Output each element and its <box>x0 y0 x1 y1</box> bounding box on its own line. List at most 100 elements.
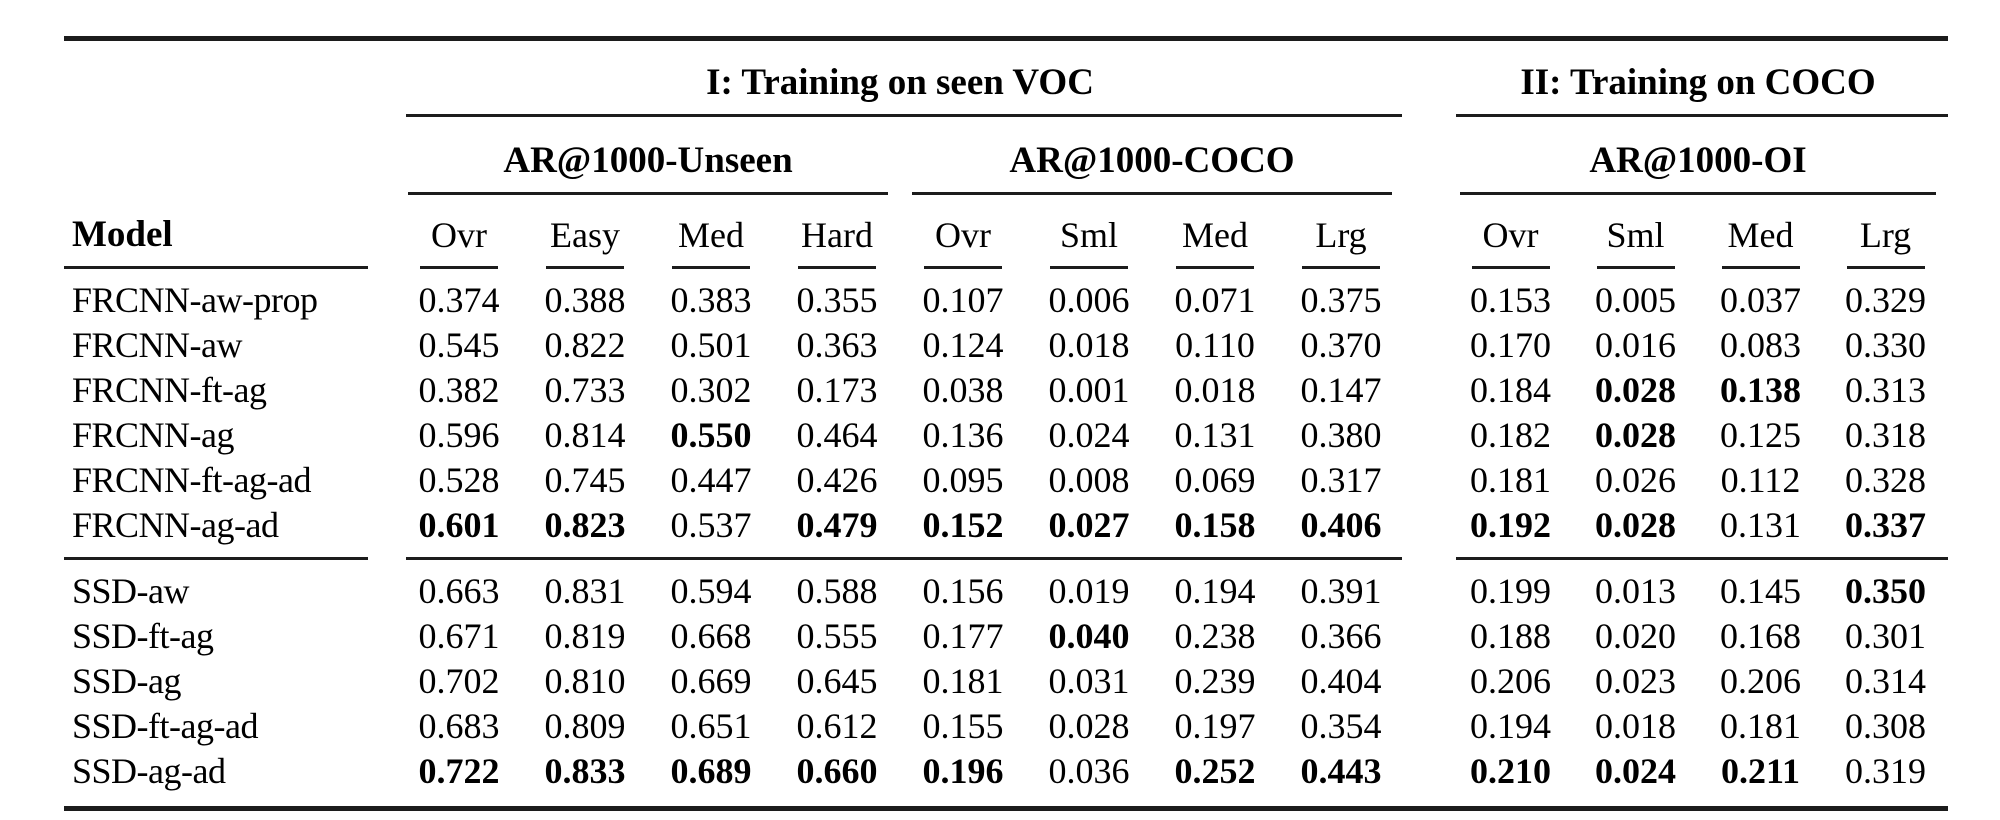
model-name-cell: FRCNN-aw-prop <box>72 280 318 320</box>
value-cell: 0.355 <box>796 280 878 320</box>
column-header-coco-lrg: Lrg <box>1315 215 1367 255</box>
value-cell: 0.013 <box>1595 571 1676 611</box>
column-header-coco-med: Med <box>1182 215 1248 255</box>
top-rule <box>64 36 1948 41</box>
model-name-cell: SSD-ag-ad <box>72 751 226 791</box>
value-cell: 0.211 <box>1720 751 1800 791</box>
column-rule <box>1176 266 1254 269</box>
value-cell: 0.683 <box>418 706 500 746</box>
value-cell: 0.182 <box>1470 415 1551 455</box>
value-cell: 0.083 <box>1720 325 1801 365</box>
value-cell: 0.588 <box>796 571 878 611</box>
column-rule <box>1596 266 1675 269</box>
value-cell: 0.136 <box>922 415 1004 455</box>
value-cell: 0.181 <box>1470 460 1551 500</box>
value-cell: 0.745 <box>544 460 626 500</box>
column-header-coco-ovr: Ovr <box>935 215 991 255</box>
value-cell: 0.199 <box>1470 571 1551 611</box>
value-cell: 0.810 <box>544 661 626 701</box>
value-cell: 0.110 <box>1175 325 1255 365</box>
value-cell: 0.168 <box>1720 616 1801 656</box>
value-cell: 0.181 <box>1720 706 1801 746</box>
value-cell: 0.669 <box>670 661 752 701</box>
value-cell: 0.383 <box>670 280 752 320</box>
value-cell: 0.308 <box>1845 706 1926 746</box>
value-cell: 0.663 <box>418 571 500 611</box>
value-cell: 0.027 <box>1048 505 1130 545</box>
value-cell: 0.702 <box>418 661 500 701</box>
mid-rule-oi <box>1456 557 1948 560</box>
value-cell: 0.328 <box>1845 460 1926 500</box>
value-cell: 0.819 <box>544 616 626 656</box>
value-cell: 0.016 <box>1595 325 1676 365</box>
value-cell: 0.317 <box>1300 460 1382 500</box>
model-column-header: Model <box>72 214 173 255</box>
column-rule <box>798 266 876 269</box>
value-cell: 0.443 <box>1300 751 1382 791</box>
value-cell: 0.124 <box>922 325 1004 365</box>
value-cell: 0.370 <box>1300 325 1382 365</box>
value-cell: 0.668 <box>670 616 752 656</box>
value-cell: 0.177 <box>922 616 1004 656</box>
value-cell: 0.302 <box>670 370 752 410</box>
group-unseen-header: AR@1000-Unseen <box>503 140 793 181</box>
value-cell: 0.131 <box>1720 505 1801 545</box>
value-cell: 0.024 <box>1595 751 1676 791</box>
value-cell: 0.645 <box>796 661 878 701</box>
value-cell: 0.814 <box>544 415 626 455</box>
value-cell: 0.833 <box>544 751 626 791</box>
mid-rule-model <box>64 557 368 560</box>
value-cell: 0.426 <box>796 460 878 500</box>
value-cell: 0.028 <box>1595 415 1676 455</box>
model-name-cell: SSD-ft-ag <box>72 616 214 656</box>
value-cell: 0.194 <box>1174 571 1256 611</box>
group-header-band: AR@1000-Unseen AR@1000-COCO AR@1000-OI <box>64 117 1948 195</box>
value-cell: 0.125 <box>1720 415 1801 455</box>
value-cell: 0.545 <box>418 325 500 365</box>
value-cell: 0.555 <box>796 616 878 656</box>
value-cell: 0.239 <box>1174 661 1256 701</box>
value-cell: 0.206 <box>1720 661 1801 701</box>
value-cell: 0.314 <box>1845 661 1926 701</box>
value-cell: 0.018 <box>1174 370 1256 410</box>
value-cell: 0.501 <box>670 325 752 365</box>
value-cell: 0.170 <box>1470 325 1551 365</box>
value-cell: 0.145 <box>1720 571 1801 611</box>
mid-rule-voc <box>406 557 1402 560</box>
value-cell: 0.537 <box>670 505 752 545</box>
value-cell: 0.188 <box>1470 616 1551 656</box>
column-header-oi-med: Med <box>1727 215 1794 255</box>
value-cell: 0.354 <box>1300 706 1382 746</box>
value-cell: 0.366 <box>1300 616 1382 656</box>
value-cell: 0.028 <box>1595 505 1676 545</box>
bottom-rule <box>64 806 1948 811</box>
group-coco-header: AR@1000-COCO <box>1009 140 1295 181</box>
value-cell: 0.156 <box>922 571 1004 611</box>
value-cell: 0.388 <box>544 280 626 320</box>
value-cell: 0.337 <box>1845 505 1926 545</box>
column-rule <box>1846 266 1925 269</box>
value-cell: 0.001 <box>1048 370 1130 410</box>
column-header-unseen-easy: Easy <box>550 215 620 255</box>
value-cell: 0.612 <box>796 706 878 746</box>
section-2-rule <box>1456 114 1948 117</box>
value-cell: 0.330 <box>1845 325 1926 365</box>
value-cell: 0.722 <box>418 751 500 791</box>
model-name-cell: FRCNN-ag-ad <box>72 505 279 545</box>
value-cell: 0.319 <box>1845 751 1926 791</box>
value-cell: 0.031 <box>1048 661 1130 701</box>
value-cell: 0.382 <box>418 370 500 410</box>
column-rule <box>924 266 1002 269</box>
results-table: I: Training on seen VOC II: Training on … <box>64 36 1948 811</box>
value-cell: 0.023 <box>1595 661 1676 701</box>
value-cell: 0.026 <box>1595 460 1676 500</box>
value-cell: 0.447 <box>670 460 752 500</box>
value-cell: 0.028 <box>1595 370 1676 410</box>
value-cell: 0.138 <box>1720 370 1801 410</box>
mid-rule-band <box>64 557 1948 560</box>
group-oi-header: AR@1000-OI <box>1589 140 1807 181</box>
value-cell: 0.329 <box>1845 280 1926 320</box>
value-cell: 0.005 <box>1595 280 1676 320</box>
value-cell: 0.153 <box>1470 280 1551 320</box>
column-rule <box>672 266 750 269</box>
